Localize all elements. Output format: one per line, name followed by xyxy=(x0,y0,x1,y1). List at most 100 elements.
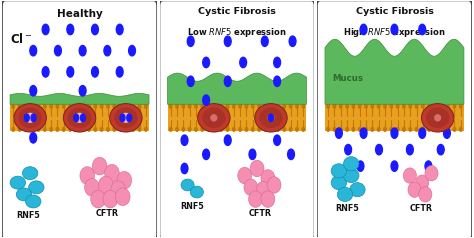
Ellipse shape xyxy=(210,114,218,122)
Ellipse shape xyxy=(28,181,44,194)
Circle shape xyxy=(203,57,210,68)
Circle shape xyxy=(440,104,443,108)
Circle shape xyxy=(290,127,292,131)
Text: RNF5: RNF5 xyxy=(181,202,204,211)
Circle shape xyxy=(116,24,123,35)
Ellipse shape xyxy=(116,188,130,206)
Circle shape xyxy=(81,114,85,122)
Circle shape xyxy=(327,127,329,131)
Ellipse shape xyxy=(250,160,264,177)
Ellipse shape xyxy=(198,104,230,132)
Bar xyxy=(10,118,149,131)
Circle shape xyxy=(113,104,116,108)
Circle shape xyxy=(249,149,256,159)
Circle shape xyxy=(358,127,361,131)
Circle shape xyxy=(252,104,254,108)
Ellipse shape xyxy=(22,167,38,180)
Bar xyxy=(325,104,464,118)
Circle shape xyxy=(116,67,123,77)
Ellipse shape xyxy=(419,187,432,202)
Circle shape xyxy=(224,135,231,145)
Circle shape xyxy=(176,127,178,131)
Circle shape xyxy=(91,24,99,35)
Circle shape xyxy=(207,127,210,131)
Circle shape xyxy=(415,104,418,108)
Circle shape xyxy=(274,135,281,145)
Ellipse shape xyxy=(421,104,454,132)
Circle shape xyxy=(63,127,65,131)
Circle shape xyxy=(390,104,392,108)
Circle shape xyxy=(274,76,281,86)
Circle shape xyxy=(239,127,241,131)
Circle shape xyxy=(264,104,267,108)
Circle shape xyxy=(119,127,122,131)
Polygon shape xyxy=(10,94,149,104)
Ellipse shape xyxy=(261,191,275,207)
FancyBboxPatch shape xyxy=(1,0,157,238)
Circle shape xyxy=(252,127,254,131)
Circle shape xyxy=(422,104,424,108)
Circle shape xyxy=(425,161,432,171)
Circle shape xyxy=(31,104,34,108)
Ellipse shape xyxy=(255,104,287,132)
Circle shape xyxy=(120,114,125,122)
Ellipse shape xyxy=(14,104,46,132)
Circle shape xyxy=(128,45,136,56)
Circle shape xyxy=(296,104,298,108)
Ellipse shape xyxy=(16,188,32,201)
Circle shape xyxy=(127,114,132,122)
Circle shape xyxy=(220,104,222,108)
Circle shape xyxy=(277,127,279,131)
Bar xyxy=(10,104,149,118)
Ellipse shape xyxy=(259,108,283,128)
Circle shape xyxy=(73,114,79,122)
Circle shape xyxy=(239,104,241,108)
Circle shape xyxy=(195,127,197,131)
Circle shape xyxy=(25,127,27,131)
Ellipse shape xyxy=(267,177,281,193)
FancyBboxPatch shape xyxy=(159,0,315,238)
Circle shape xyxy=(333,127,336,131)
Text: Cystic Fibrosis: Cystic Fibrosis xyxy=(356,7,433,16)
Circle shape xyxy=(75,127,78,131)
Circle shape xyxy=(182,104,184,108)
Ellipse shape xyxy=(344,157,359,171)
Circle shape xyxy=(42,24,49,35)
Circle shape xyxy=(31,114,36,122)
Circle shape xyxy=(12,127,15,131)
Circle shape xyxy=(258,127,260,131)
Circle shape xyxy=(187,36,194,46)
Circle shape xyxy=(37,127,40,131)
Circle shape xyxy=(409,104,411,108)
Circle shape xyxy=(113,127,116,131)
Circle shape xyxy=(233,127,235,131)
Circle shape xyxy=(30,133,36,143)
Ellipse shape xyxy=(331,176,346,190)
Text: High $\it{RNF5}$ expression: High $\it{RNF5}$ expression xyxy=(343,26,446,39)
Ellipse shape xyxy=(64,104,96,132)
Circle shape xyxy=(365,104,367,108)
Circle shape xyxy=(63,104,65,108)
Circle shape xyxy=(360,128,367,138)
Circle shape xyxy=(138,127,141,131)
Circle shape xyxy=(69,104,71,108)
Ellipse shape xyxy=(117,171,132,189)
Circle shape xyxy=(447,104,449,108)
Circle shape xyxy=(214,127,216,131)
Circle shape xyxy=(453,104,456,108)
Circle shape xyxy=(79,85,86,96)
Circle shape xyxy=(18,127,21,131)
Circle shape xyxy=(407,144,413,155)
Ellipse shape xyxy=(190,186,203,198)
Circle shape xyxy=(182,127,184,131)
Circle shape xyxy=(371,104,374,108)
Ellipse shape xyxy=(26,195,41,208)
Circle shape xyxy=(44,127,46,131)
Circle shape xyxy=(245,104,248,108)
Circle shape xyxy=(188,127,191,131)
Circle shape xyxy=(428,104,430,108)
Circle shape xyxy=(203,95,210,105)
Text: Low $\it{RNF5}$ expression: Low $\it{RNF5}$ expression xyxy=(187,26,287,39)
Circle shape xyxy=(384,127,386,131)
Circle shape xyxy=(67,24,73,35)
